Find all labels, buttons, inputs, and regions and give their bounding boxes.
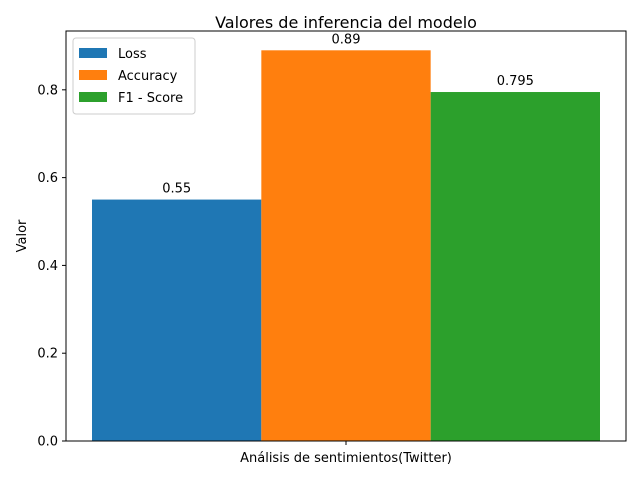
y-tick-label: 0.0 [37,435,58,450]
y-tick-label: 0.8 [37,83,58,98]
legend: Loss Accuracy F1 - Score [72,37,196,115]
legend-swatch [79,48,107,58]
legend-swatch [79,70,107,80]
data-labels-group: 0.55 0.89 0.795 [162,32,534,196]
y-axis-title: Valor [15,219,30,252]
legend-label: Accuracy [118,69,178,84]
x-tick-label: Análisis de sentimientos(Twitter) [240,451,452,466]
legend-label: F1 - Score [118,91,183,106]
y-tick-label: 0.2 [37,347,58,362]
data-label: 0.55 [162,182,191,197]
y-axis-ticks: 0.0 0.2 0.4 0.6 0.8 [37,83,66,450]
bars-group [92,50,600,442]
y-tick-label: 0.4 [37,259,58,274]
legend-swatch [79,92,107,102]
chart-title: Valores de inferencia del modelo [215,13,477,32]
data-label: 0.795 [497,74,534,89]
bar-loss [92,199,262,441]
bar-f1-score [430,92,600,442]
bar-accuracy [261,50,431,442]
x-axis-ticks: Análisis de sentimientos(Twitter) [240,441,452,466]
y-tick-label: 0.6 [37,171,58,186]
data-label: 0.89 [332,32,361,47]
legend-label: Loss [118,47,147,62]
